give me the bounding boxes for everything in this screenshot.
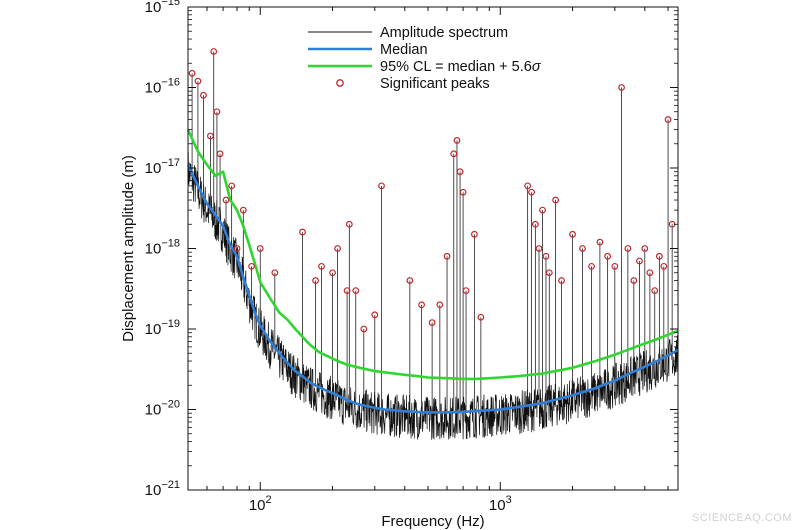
significant-peak-point xyxy=(453,137,461,144)
y-axis-title: Displacement amplitude (m) xyxy=(120,155,137,342)
significant-peak-point xyxy=(248,262,255,270)
amplitude-spectrum-line xyxy=(187,151,679,440)
x-tick-label: 102 xyxy=(249,494,272,514)
y-tick-label: 10−19 xyxy=(145,318,180,338)
significant-peak-point xyxy=(194,77,202,85)
x-tick-label: 103 xyxy=(489,494,512,514)
y-tick-label: 10−16 xyxy=(145,77,180,97)
significant-peak-point xyxy=(456,168,464,176)
significant-peak-point xyxy=(200,91,207,99)
significant-peak-point xyxy=(378,182,385,190)
significant-peak-point xyxy=(239,206,247,214)
significant-peak-point xyxy=(329,269,336,277)
significant-peak-point xyxy=(462,287,470,294)
significant-peak-point xyxy=(436,301,444,309)
watermark: SCIENCEAQ.COM xyxy=(691,512,792,524)
significant-peak-point xyxy=(299,228,306,236)
significant-peak-point xyxy=(552,196,560,204)
significant-peak-point xyxy=(604,252,612,260)
significant-peak-point xyxy=(618,84,625,91)
axes: 10−21 10−20 10−19 10−18 10−17 10−16 10−15 102 10… xyxy=(120,0,679,530)
significant-peak-point xyxy=(624,245,632,252)
significant-peak-point xyxy=(228,182,236,190)
significant-peak-point xyxy=(406,277,414,284)
significant-peak-point xyxy=(360,325,368,333)
significant-peak-point xyxy=(655,252,663,260)
significant-peak-point xyxy=(531,220,539,228)
significant-peak-point xyxy=(443,252,451,260)
significant-peak-point xyxy=(611,262,619,270)
y-tick-label: 10−20 xyxy=(145,399,180,419)
significant-peak-point xyxy=(660,262,668,270)
significant-peak-point xyxy=(213,108,221,116)
cl95-line xyxy=(186,129,679,381)
significant-peak-point xyxy=(539,206,546,214)
y-tick-label: 10−21 xyxy=(145,479,180,499)
significant-peak-point xyxy=(664,116,672,123)
significant-peak-point xyxy=(345,220,353,228)
significant-peak-point xyxy=(222,196,230,204)
legend-label-cl95: 95% CL = median + 5.6σ xyxy=(380,59,542,75)
chart-lines xyxy=(186,129,679,414)
significant-peak-point xyxy=(207,132,214,140)
significant-peak-point xyxy=(318,262,325,270)
significant-peak-point xyxy=(569,230,576,238)
significant-peak-point xyxy=(343,287,351,294)
median-line xyxy=(186,164,679,414)
legend-label-peaks: Significant peaks xyxy=(380,76,490,92)
significant-peak-point xyxy=(459,188,467,196)
significant-peak-point xyxy=(646,269,654,277)
significant-peak-point xyxy=(428,319,436,327)
x-axis-title: Frequency (Hz) xyxy=(381,513,484,530)
significant-peak-point xyxy=(535,245,543,252)
significant-peak-point xyxy=(528,188,535,196)
significant-peak-point xyxy=(256,245,264,252)
significant-peak-point xyxy=(334,245,341,252)
significant-peak-point xyxy=(588,262,595,270)
significant-peak-point xyxy=(352,287,360,294)
legend-label-spectrum: Amplitude spectrum xyxy=(380,25,508,41)
significant-peak-point xyxy=(216,150,224,158)
legend-label-median: Median xyxy=(380,42,428,58)
significant-peak-point xyxy=(545,269,553,277)
significant-peak-point xyxy=(210,48,218,55)
significant-peak-point xyxy=(477,313,485,321)
significant-peak-point xyxy=(641,245,649,252)
significant-peak-point xyxy=(188,69,196,77)
significant-peak-point xyxy=(636,257,643,265)
y-tick-label: 10−15 xyxy=(145,0,180,16)
y-tick-label: 10−18 xyxy=(145,238,180,258)
peak-stems xyxy=(191,51,673,413)
significant-peak-point xyxy=(233,245,241,252)
significant-peak-point xyxy=(271,269,279,277)
significant-peak-point xyxy=(418,301,425,309)
significant-peak-point xyxy=(450,150,458,158)
significant-peak-point xyxy=(651,287,659,294)
significant-peak-point xyxy=(630,277,638,284)
significant-peak-markers xyxy=(188,48,676,333)
significant-peak-point xyxy=(542,252,550,260)
amplitude-spectrum-trace xyxy=(187,151,679,440)
significant-peak-point xyxy=(596,238,604,246)
y-tick-label: 10−17 xyxy=(145,157,180,177)
significant-peak-point xyxy=(312,277,319,284)
significant-peak-point xyxy=(579,245,586,252)
significant-peak-point xyxy=(371,311,379,319)
significant-peak-point xyxy=(558,277,565,284)
significant-peak-point xyxy=(524,182,532,190)
significant-peak-point xyxy=(470,230,478,238)
legend-swatch-peaks xyxy=(336,79,344,87)
